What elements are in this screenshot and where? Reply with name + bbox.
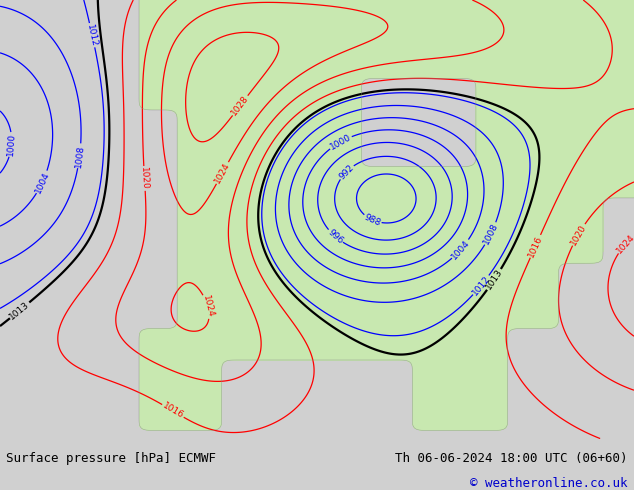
Text: © weatheronline.co.uk: © weatheronline.co.uk: [470, 477, 628, 490]
Text: 1024: 1024: [213, 161, 232, 185]
Text: 1012: 1012: [470, 273, 492, 297]
Text: 1013: 1013: [484, 268, 504, 292]
Text: 1016: 1016: [161, 401, 185, 420]
Text: 1016: 1016: [527, 234, 544, 259]
Text: 1008: 1008: [482, 221, 500, 246]
Text: 1020: 1020: [139, 167, 150, 190]
Text: Surface pressure [hPa] ECMWF: Surface pressure [hPa] ECMWF: [6, 452, 216, 465]
Text: 996: 996: [326, 227, 345, 245]
Text: 1000: 1000: [6, 133, 17, 156]
Text: 1008: 1008: [74, 144, 86, 168]
Text: 1024: 1024: [200, 294, 215, 319]
Text: 992: 992: [337, 163, 356, 181]
Text: 1004: 1004: [34, 170, 51, 195]
Text: 1024: 1024: [615, 232, 634, 255]
Text: 1004: 1004: [450, 238, 472, 261]
Text: 1020: 1020: [569, 222, 588, 247]
Text: 988: 988: [363, 212, 382, 227]
Text: 1013: 1013: [8, 299, 32, 321]
Text: 1028: 1028: [230, 94, 250, 118]
Text: 1012: 1012: [86, 23, 99, 48]
Text: Th 06-06-2024 18:00 UTC (06+60): Th 06-06-2024 18:00 UTC (06+60): [395, 452, 628, 465]
Text: 1000: 1000: [328, 132, 353, 151]
